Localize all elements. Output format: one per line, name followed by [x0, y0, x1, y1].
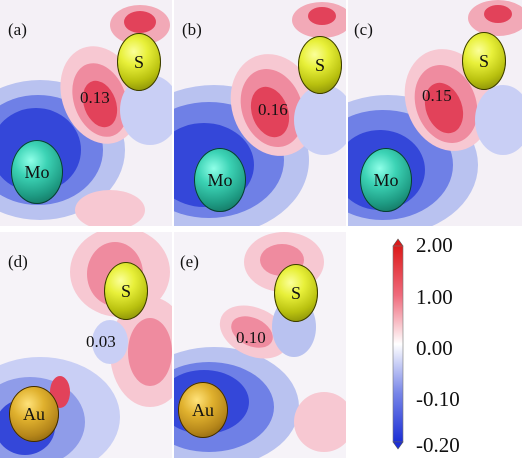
colorbar-tick: -0.20: [416, 433, 460, 457]
panel-label: (a): [8, 20, 27, 39]
atom-label: Mo: [24, 161, 50, 182]
panel-d: (d) 0.03 S Au: [0, 232, 172, 458]
sulfur-atom: S: [274, 264, 318, 322]
colorbar-gradient: [392, 238, 404, 450]
colorbar-tick: 0.00: [416, 336, 453, 360]
sulfur-atom: S: [298, 36, 342, 94]
atom-label: S: [314, 54, 325, 75]
panel-c: (c) 0.15 S Mo: [348, 0, 522, 226]
atom-label: Au: [192, 399, 214, 420]
colorbar: 2.00 1.00 0.00 -0.10 -0.20: [346, 233, 522, 458]
sulfur-atom: S: [104, 262, 148, 320]
sulfur-atom: S: [117, 33, 161, 91]
atom-label: S: [133, 51, 144, 72]
atom-label: Au: [23, 403, 45, 424]
atom-label: S: [120, 280, 131, 301]
panel-label: (c): [354, 20, 373, 39]
molybdenum-atom: Mo: [194, 148, 246, 212]
contour-map-c: [348, 0, 522, 226]
atom-label: Mo: [207, 169, 233, 190]
gold-atom: Au: [9, 386, 59, 442]
panel-label: (d): [8, 252, 28, 271]
panel-a: (a) 0.13 S Mo: [0, 0, 172, 226]
charge-value: 0.13: [80, 88, 110, 107]
colorbar-tick: 1.00: [416, 285, 453, 309]
charge-value: 0.03: [86, 332, 116, 351]
atom-label: S: [290, 282, 301, 303]
colorbar-tick: 2.00: [416, 233, 453, 257]
atom-label: S: [478, 50, 489, 71]
charge-value: 0.10: [236, 328, 266, 347]
panel-b: (b) 0.16 S Mo: [174, 0, 346, 226]
charge-value: 0.15: [422, 86, 452, 105]
panel-e: (e) 0.10 S Au: [174, 232, 346, 458]
gold-atom: Au: [178, 382, 228, 438]
panel-label: (e): [180, 252, 199, 271]
panel-label: (b): [182, 20, 202, 39]
molybdenum-atom: Mo: [360, 148, 412, 212]
sulfur-atom: S: [462, 32, 506, 90]
atom-label: Mo: [373, 169, 399, 190]
colorbar-tick: -0.10: [416, 387, 460, 411]
molybdenum-atom: Mo: [11, 140, 63, 204]
charge-value: 0.16: [258, 100, 288, 119]
